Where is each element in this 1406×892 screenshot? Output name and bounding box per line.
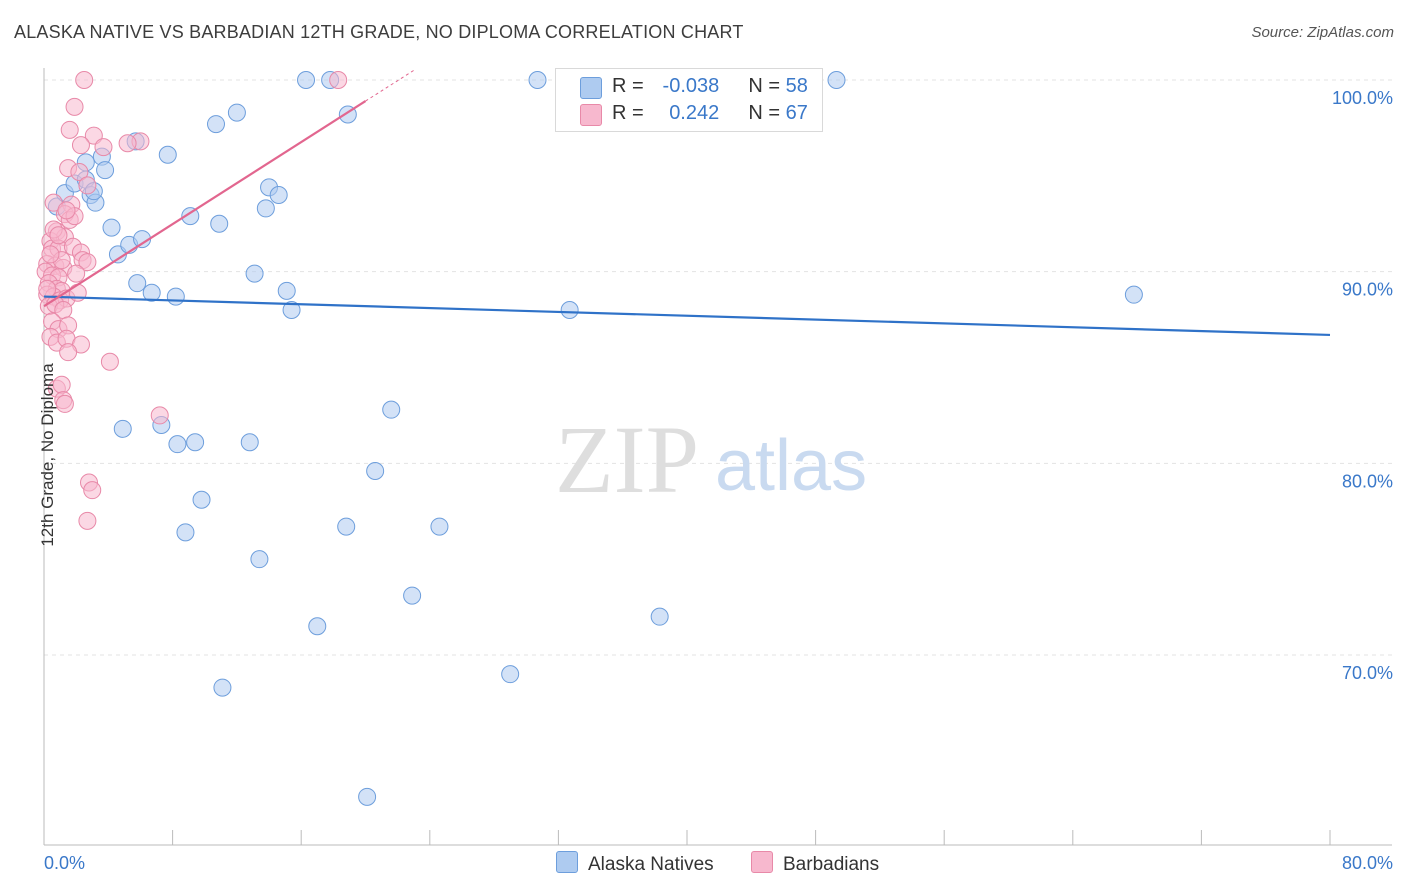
data-point [650,607,669,626]
x-tick-label: 0.0% [44,853,85,873]
data-point [49,226,68,245]
legend-swatch-blue [580,77,602,99]
legend-r-value: -0.038 [662,75,720,97]
data-point [186,433,205,452]
legend-n-value: 67 [785,102,808,124]
data-point [560,301,579,319]
data-point [366,462,385,480]
data-point [60,120,79,139]
data-point [210,214,229,233]
data-point [181,207,200,226]
legend-r-label: R = [612,102,644,124]
data-point [250,550,269,569]
data-point [84,126,103,145]
data-point [256,199,275,218]
data-point [55,394,74,413]
trend-line-barbadians [43,100,367,308]
data-point [297,71,316,89]
data-point [65,97,84,116]
data-point [240,433,259,452]
data-point [403,586,422,605]
data-point [71,136,90,155]
y-tick-label: 70.0% [1342,663,1393,683]
data-point [113,419,132,438]
data-point [67,264,86,283]
data-point [501,665,520,684]
legend-n-label: N = [748,75,781,97]
data-point [38,279,57,298]
bottom-legend-label: Barbadians [783,854,880,875]
data-point [75,71,94,89]
trend-line-alaska-natives [43,295,1331,337]
data-point [176,523,195,542]
trend-lines [43,69,1331,337]
y-tick-label: 100.0% [1332,88,1393,108]
data-point [150,406,169,425]
data-point [78,253,97,272]
series-barbadians [36,71,348,530]
data-point [128,274,147,293]
data-point [277,281,296,300]
bottom-legend-swatch-blue [556,851,578,873]
data-point [308,617,327,636]
legend-r-value: 0.242 [669,102,720,124]
data-point [96,161,115,180]
data-point [100,352,119,371]
legend-n-value: 58 [785,75,808,97]
data-point [41,245,60,264]
y-tick-label: 80.0% [1342,471,1393,491]
data-point [192,490,211,509]
data-point [166,287,185,306]
data-point [358,787,377,806]
gridlines [44,79,1392,656]
data-point [245,264,264,283]
watermark-atlas: atlas [715,426,867,506]
data-point [158,145,177,164]
data-point [213,678,232,697]
data-point [207,115,226,134]
data-point [337,517,356,536]
bottom-legend-alaska: Alaska Natives [556,851,714,876]
data-point [118,134,137,153]
data-point [78,511,97,530]
y-axis-label: 12th Grade, No Diploma [38,363,57,547]
data-point [57,201,76,220]
y-tick-label: 90.0% [1342,280,1393,300]
chart-title: ALASKA NATIVE VS BARBADIAN 12TH GRADE, N… [14,22,744,42]
data-point [227,103,246,122]
bottom-legend-label: Alaska Natives [588,854,714,875]
bottom-legend-swatch-pink [751,851,773,873]
data-point [78,176,97,195]
watermark-zip: ZIP [555,406,699,513]
data-point [59,343,78,362]
data-point [282,301,301,319]
legend-n-label: N = [748,102,781,124]
bottom-legend-barbadians: Barbadians [751,851,879,876]
x-tick-label: 80.0% [1342,853,1393,873]
data-point [430,517,449,536]
data-point [1124,285,1143,304]
legend-r-label: R = [612,75,644,97]
data-point [827,71,846,89]
tick-labels: 70.0% 80.0% 90.0% 100.0% 0.0% 80.0% [44,88,1393,873]
legend-swatch-pink [580,104,602,126]
data-point [94,138,113,157]
data-point [102,218,121,237]
data-point [70,163,89,181]
data-point [168,435,187,454]
stats-legend: R = -0.038 N = 58 R = 0.242 N = 67 [555,68,823,132]
data-point [528,71,547,89]
data-point [269,186,288,204]
trend-line-barbadians-extension [365,69,414,102]
data-point [382,400,401,419]
data-point [142,283,161,302]
data-point [329,71,348,89]
source-label: Source: ZipAtlas.com [1251,24,1394,41]
axes [43,68,1392,846]
data-point [83,481,102,500]
